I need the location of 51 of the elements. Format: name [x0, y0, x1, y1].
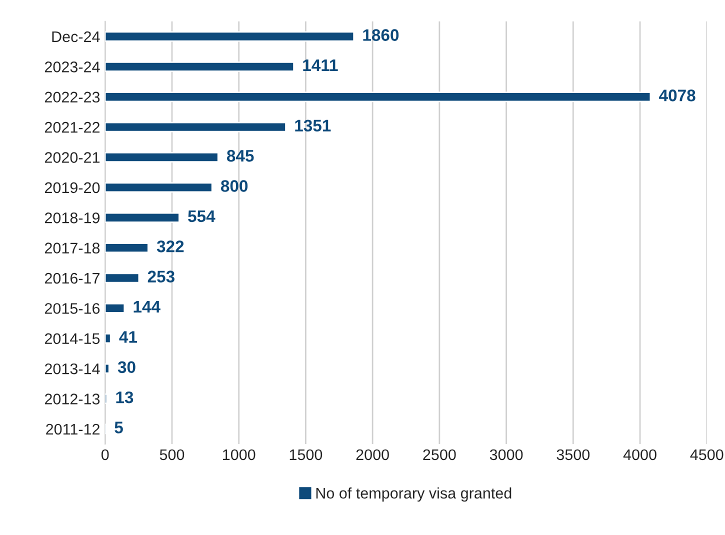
bar — [105, 363, 110, 374]
data-label: 1411 — [303, 60, 338, 71]
data-label: 800 — [220, 180, 248, 192]
bar — [105, 92, 652, 102]
y-tick-label: 2012-13 — [44, 394, 100, 404]
x-tick-label: 500 — [160, 449, 184, 460]
bar — [105, 182, 213, 193]
data-label: 144 — [134, 301, 160, 313]
y-tick-label: 2015-16 — [44, 303, 100, 314]
legend-label: No of temporary visa granted — [316, 487, 512, 502]
data-label: 4078 — [659, 90, 696, 102]
x-tick-label: 2500 — [423, 449, 456, 460]
y-tick-label: 2022-23 — [44, 92, 100, 103]
data-label: 1351 — [295, 120, 331, 132]
bar — [105, 61, 294, 72]
x-tick-label: 1500 — [290, 449, 322, 460]
x-tick-label: 1000 — [223, 449, 256, 460]
y-tick-label: 2013-14 — [44, 363, 100, 374]
bar — [105, 31, 355, 42]
bar — [105, 242, 149, 254]
x-tick-label: 0 — [101, 449, 109, 460]
y-tick-label: 2011-12 — [46, 424, 100, 435]
data-label: 845 — [226, 150, 254, 162]
y-tick-label: 2020-21 — [44, 152, 100, 163]
y-tick-label: 2021-22 — [44, 122, 100, 133]
bar — [105, 302, 126, 314]
y-tick-label: 2014-15 — [44, 333, 100, 344]
bar — [105, 272, 140, 284]
y-tick-label: 2018-19 — [44, 212, 100, 224]
data-label: 1860 — [363, 29, 399, 41]
x-tick-label: 3500 — [556, 449, 590, 460]
y-tick-label: Dec-24 — [52, 31, 100, 42]
y-tick-label: 2016-17 — [44, 272, 100, 284]
y-tick-label: 2017-18 — [44, 242, 100, 254]
y-tick-label: 2023-24 — [44, 62, 100, 72]
x-tick-label: 4000 — [623, 449, 656, 460]
x-tick-label: 3000 — [490, 449, 523, 460]
data-label: 5 — [114, 422, 123, 434]
bar — [105, 152, 219, 162]
y-tick-label: 2019-20 — [44, 182, 100, 194]
data-label: 41 — [119, 331, 138, 343]
x-tick-label: 4500 — [690, 449, 724, 460]
x-tick-label: 2000 — [356, 449, 389, 460]
data-label: 554 — [188, 210, 216, 222]
data-label: 253 — [148, 270, 174, 283]
bar — [105, 212, 180, 223]
bar — [105, 333, 112, 344]
bar — [105, 122, 286, 132]
data-label: 30 — [118, 361, 136, 374]
data-label: 13 — [116, 391, 134, 404]
data-label: 322 — [156, 240, 184, 252]
